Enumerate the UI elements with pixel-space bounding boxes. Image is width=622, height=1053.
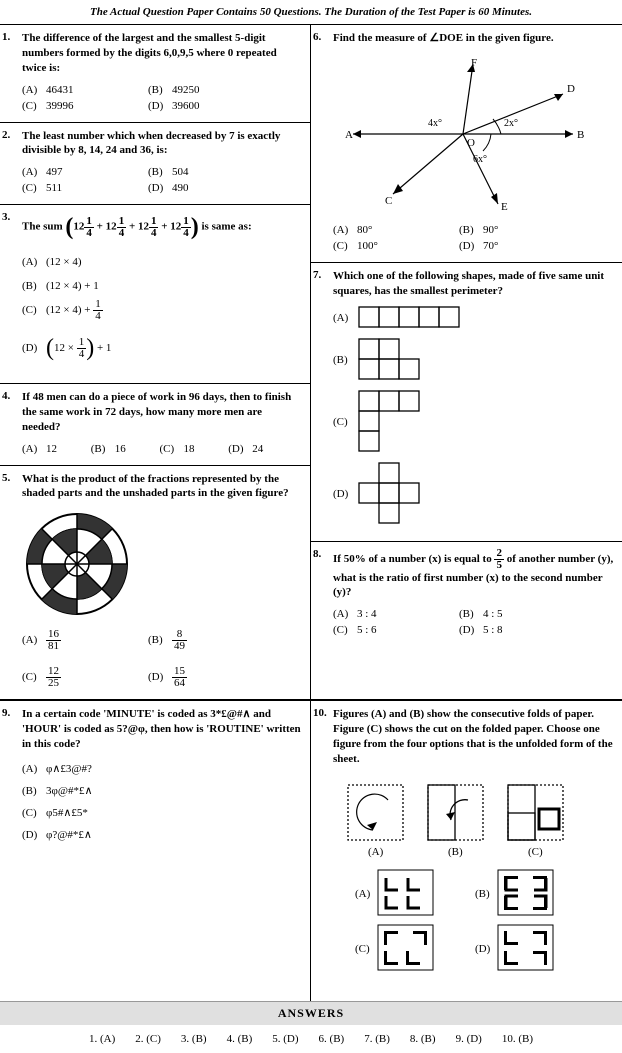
option-d: (D)24 <box>228 441 288 457</box>
question-1: 1. The difference of the largest and the… <box>0 25 310 123</box>
q-num: 1. <box>2 31 10 43</box>
svg-text:F: F <box>471 57 477 69</box>
q-num: 5. <box>2 472 10 484</box>
option-d: (D)5 : 8 <box>459 622 579 638</box>
option-a: (A)497 <box>22 164 142 180</box>
q-text: In a certain code 'MINUTE' is coded as 3… <box>22 707 302 752</box>
svg-text:2x°: 2x° <box>504 118 518 129</box>
q-num: 8. <box>313 548 321 560</box>
svg-text:(B): (B) <box>448 846 463 858</box>
option-c: (C)18 <box>160 441 220 457</box>
svg-text:D: D <box>567 83 575 95</box>
q-num: 2. <box>2 129 10 141</box>
option-d: (D)490 <box>148 180 268 196</box>
option-a: (A)3 : 4 <box>333 606 453 622</box>
question-2: 2. The least number which when decreased… <box>0 123 310 206</box>
option-b: (B)90° <box>459 222 579 238</box>
svg-text:(B): (B) <box>475 888 490 900</box>
svg-text:O: O <box>467 137 475 149</box>
q-num: 6. <box>313 31 321 43</box>
svg-text:(C): (C) <box>355 943 370 955</box>
q-text: The difference of the largest and the sm… <box>22 31 302 76</box>
page-header: The Actual Question Paper Contains 50 Qu… <box>0 0 622 24</box>
q-num: 10. <box>313 707 327 719</box>
angle-diagram: A B C D E F O 4x° 2x° 6x° <box>333 54 614 214</box>
q-num: 3. <box>2 211 10 223</box>
q-text: The least number which when decreased by… <box>22 129 302 159</box>
question-9: 9. In a certain code 'MINUTE' is coded a… <box>0 701 310 854</box>
answers-list: 1. (A)2. (C)3. (B)4. (B)5. (D)6. (B)7. (… <box>0 1025 622 1053</box>
option-c: (C)5 : 6 <box>333 622 453 638</box>
q-text: Which one of the following shapes, made … <box>333 269 614 299</box>
q-text: Figures (A) and (B) show the consecutive… <box>333 707 614 766</box>
option-c: (C)511 <box>22 180 142 196</box>
option-d: (D)39600 <box>148 98 268 114</box>
option-b: (B)849 <box>148 627 268 654</box>
svg-text:4x°: 4x° <box>428 118 442 129</box>
option-d: (D)70° <box>459 238 579 254</box>
svg-text:(D): (D) <box>475 943 491 955</box>
shape-c <box>357 389 427 455</box>
svg-text:A: A <box>345 129 353 141</box>
option-b: (B)16 <box>91 441 151 457</box>
q-text: What is the product of the fractions rep… <box>22 472 302 502</box>
question-10: 10. Figures (A) and (B) show the consecu… <box>311 701 622 1000</box>
svg-text:B: B <box>577 129 584 141</box>
right-column: 6. Find the measure of ∠DOE in the given… <box>311 25 622 699</box>
q-num: 4. <box>2 390 10 402</box>
svg-text:(A): (A) <box>355 888 371 900</box>
question-8: 8. If 50% of a number (x) is equal to 25… <box>311 542 622 647</box>
fold-diagram: (A) (B) (C) (A) (B) (C) (D) <box>333 775 614 985</box>
option-c: (C)39996 <box>22 98 142 114</box>
q-text: The sum (1214 + 1214 + 1214 + 1214) is s… <box>22 211 302 243</box>
question-7: 7. Which one of the following shapes, ma… <box>311 263 622 542</box>
svg-text:6x°: 6x° <box>473 154 487 165</box>
option-d: (D)1564 <box>148 664 268 691</box>
svg-text:(A): (A) <box>368 846 384 858</box>
q-num: 9. <box>2 707 10 719</box>
option-c: (C)100° <box>333 238 453 254</box>
option-b: (B)4 : 5 <box>459 606 579 622</box>
q-num: 7. <box>313 269 321 281</box>
question-5: 5. What is the product of the fractions … <box>0 466 310 700</box>
option-c: (C)1225 <box>22 664 142 691</box>
option-a: (A)46431 <box>22 82 142 98</box>
shape-b <box>357 337 427 383</box>
question-6: 6. Find the measure of ∠DOE in the given… <box>311 25 622 263</box>
svg-text:C: C <box>385 195 392 207</box>
option-b: (B)504 <box>148 164 268 180</box>
option-a: (A)1681 <box>22 627 142 654</box>
option-b: (B)49250 <box>148 82 268 98</box>
answers-header: ANSWERS <box>0 1001 622 1025</box>
question-3: 3. The sum (1214 + 1214 + 1214 + 1214) i… <box>0 205 310 384</box>
q-text: If 48 men can do a piece of work in 96 d… <box>22 390 302 435</box>
q-text: Find the measure of ∠DOE in the given fi… <box>333 31 614 46</box>
shape-d <box>357 461 427 527</box>
svg-text:E: E <box>501 201 508 213</box>
pie-diagram <box>22 509 302 619</box>
option-a: (A)80° <box>333 222 453 238</box>
svg-text:(C): (C) <box>528 846 543 858</box>
question-4: 4. If 48 men can do a piece of work in 9… <box>0 384 310 466</box>
left-column: 1. The difference of the largest and the… <box>0 25 311 699</box>
bottom-row: 9. In a certain code 'MINUTE' is coded a… <box>0 699 622 1000</box>
option-a: (A)12 <box>22 441 82 457</box>
shape-a <box>357 305 467 331</box>
main-columns: 1. The difference of the largest and the… <box>0 24 622 699</box>
q-text: If 50% of a number (x) is equal to 25 of… <box>333 548 614 601</box>
